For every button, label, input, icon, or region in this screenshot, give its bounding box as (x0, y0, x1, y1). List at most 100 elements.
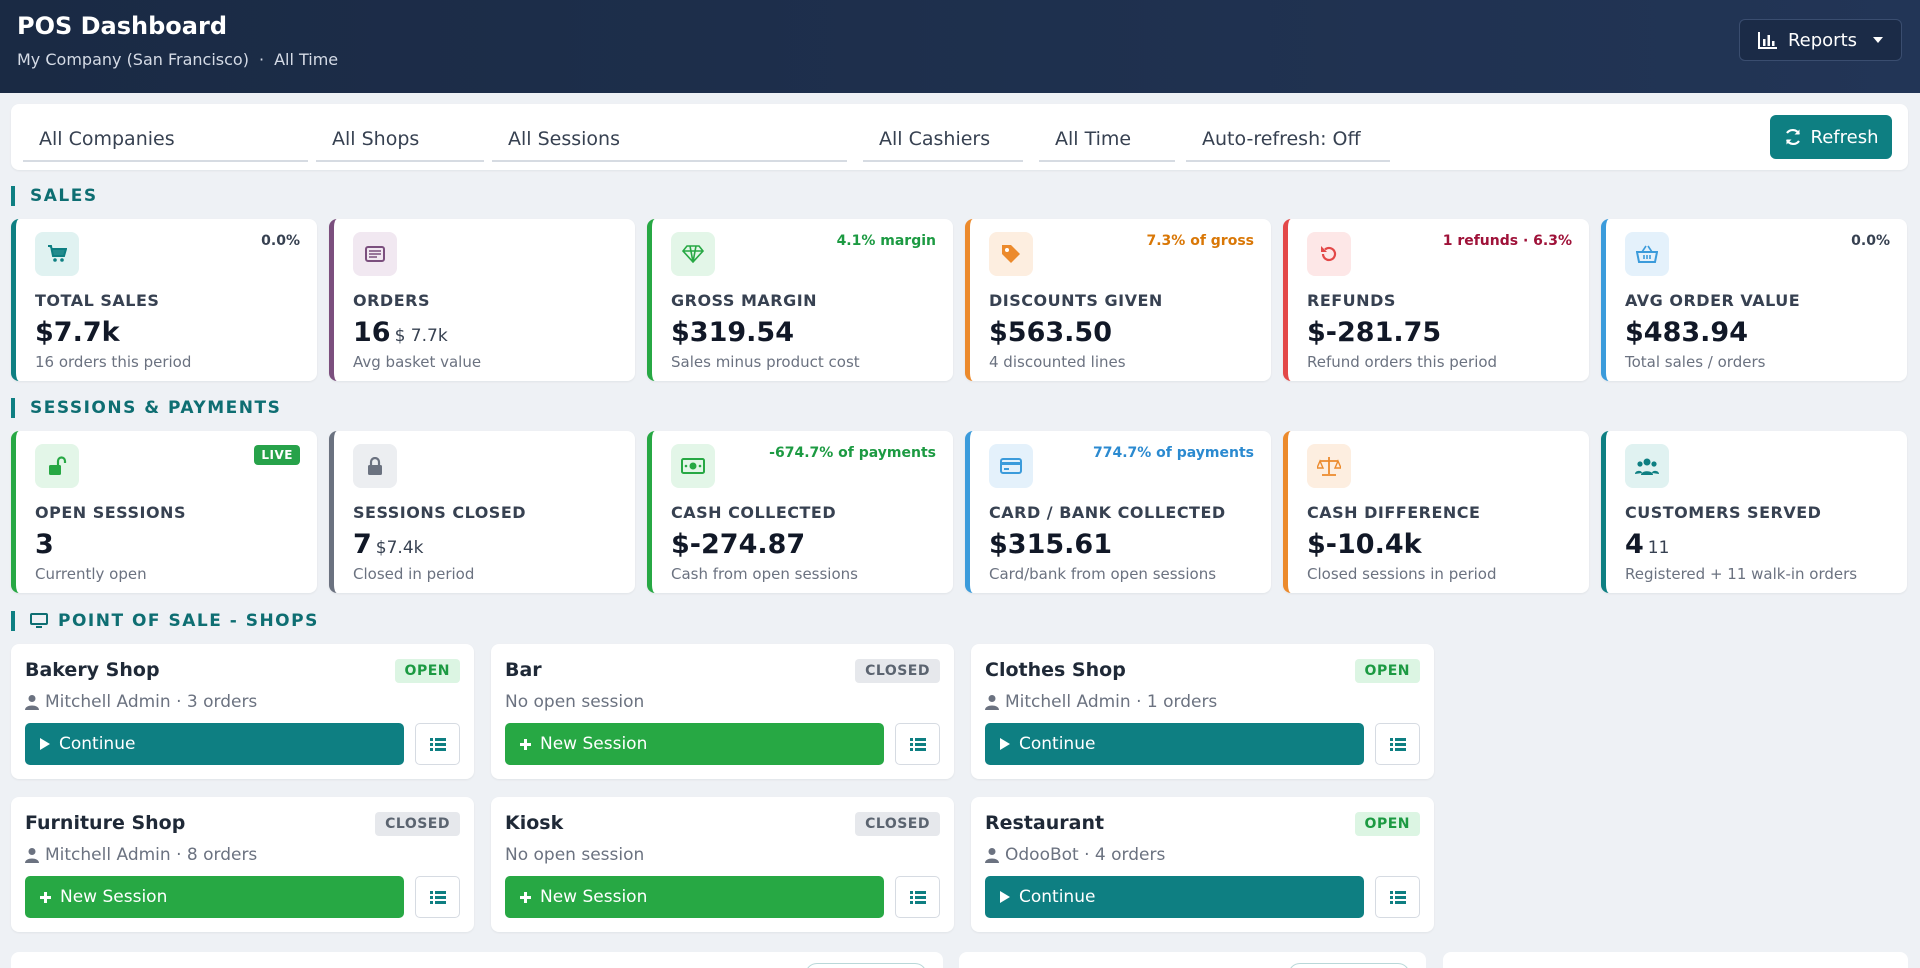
plus-icon (40, 891, 51, 903)
shop-info-text: No open session (505, 692, 645, 712)
kpi-label: CASH DIFFERENCE (1307, 503, 1481, 522)
kpi-label: CARD / BANK COLLECTED (989, 503, 1226, 522)
continue-session-button[interactable]: Continue (985, 876, 1365, 918)
kpi-description: Cash from open sessions (671, 565, 858, 583)
shop-action-label: New Session (60, 887, 168, 907)
shop-status-badge: CLOSED (855, 812, 940, 836)
kpi-value-sub: $7.4k (375, 538, 424, 558)
bottom-card-pill (1288, 963, 1410, 968)
kpi-badge: 774.7% of payments (1092, 445, 1254, 461)
tag-icon (989, 232, 1033, 276)
scale-icon (1307, 444, 1351, 488)
kpi-label: CUSTOMERS SERVED (1625, 503, 1822, 522)
cash-icon (671, 444, 715, 488)
kpi-value: $-281.75 (1307, 317, 1573, 348)
kpi-value: $563.50 (989, 317, 1255, 348)
user-icon (25, 695, 39, 710)
caret-down-icon (1873, 37, 1883, 43)
reports-dropdown-button[interactable]: Reports (1738, 19, 1902, 61)
shop-info-text: Mitchell Admin · 3 orders (45, 692, 258, 712)
sessions-title-text: SESSIONS & PAYMENTS (30, 398, 282, 418)
shop-actions: Continue (985, 723, 1420, 765)
kpi-description: Card/bank from open sessions (989, 565, 1217, 583)
kpi-card: ORDERS 16 $ 7.7k Avg basket value (329, 219, 635, 381)
bottom-card (959, 952, 1426, 968)
shop-orders-list-button[interactable] (415, 723, 460, 765)
kpi-value: 3 (35, 529, 301, 560)
sales-section-title: SALES (11, 186, 98, 206)
shop-orders-list-button[interactable] (1375, 876, 1420, 918)
kpi-card: 0.0% AVG ORDER VALUE $483.94 Total sales… (1601, 219, 1907, 381)
shop-card: Bakery Shop OPEN Mitchell Admin · 3 orde… (11, 644, 474, 779)
kpi-value-main: $7.7k (35, 317, 120, 348)
new-session-button[interactable]: New Session (505, 723, 885, 765)
shop-action-label: Continue (1019, 887, 1096, 907)
user-icon (985, 848, 999, 863)
refresh-button[interactable]: Refresh (1770, 115, 1892, 159)
cashier-filter[interactable]: All Cashiers (863, 118, 1023, 162)
kpi-value-main: $319.54 (671, 317, 794, 348)
shop-session-info: No open session (505, 845, 940, 865)
kpi-label: TOTAL SALES (35, 291, 160, 310)
shop-orders-list-button[interactable] (895, 723, 940, 765)
shop-card: Restaurant OPEN OdooBot · 4 orders Conti… (971, 797, 1434, 932)
shop-card: Furniture Shop CLOSED Mitchell Admin · 8… (11, 797, 474, 932)
shop-orders-list-button[interactable] (415, 876, 460, 918)
kpi-value-sub: $ 7.7k (394, 326, 448, 346)
list-icon (429, 890, 446, 904)
time-filter[interactable]: All Time (1039, 118, 1175, 162)
kpi-badge: 0.0% (1851, 233, 1890, 249)
credit-card-icon (989, 444, 1033, 488)
continue-session-button[interactable]: Continue (985, 723, 1365, 765)
new-session-button[interactable]: New Session (505, 876, 885, 918)
shop-card: Bar CLOSED No open session New Session (491, 644, 954, 779)
shop-orders-list-button[interactable] (895, 876, 940, 918)
kpi-value: $-274.87 (671, 529, 937, 560)
session-filter[interactable]: All Sessions (492, 118, 847, 162)
kpi-description: Sales minus product cost (671, 353, 860, 371)
kpi-badge: 0.0% (261, 233, 300, 249)
continue-session-button[interactable]: Continue (25, 723, 405, 765)
kpi-value: $319.54 (671, 317, 937, 348)
company-filter[interactable]: All Companies (23, 118, 308, 162)
period-label: All Time (274, 50, 339, 69)
basket-icon (1625, 232, 1669, 276)
kpi-value-main: $-10.4k (1307, 529, 1422, 560)
shop-info-text: Mitchell Admin · 8 orders (45, 845, 258, 865)
kpi-label: OPEN SESSIONS (35, 503, 186, 522)
kpi-card: 1 refunds · 6.3% REFUNDS $-281.75 Refund… (1283, 219, 1589, 381)
new-session-button[interactable]: New Session (25, 876, 405, 918)
shop-action-label: Continue (59, 734, 136, 754)
shop-actions: New Session (505, 876, 940, 918)
shop-status-badge: OPEN (1354, 659, 1420, 683)
users-icon (1625, 444, 1669, 488)
kpi-description: Refund orders this period (1307, 353, 1498, 371)
list-icon (429, 737, 446, 751)
shop-session-info: No open session (505, 692, 940, 712)
company-name: My Company (San Francisco) (17, 50, 249, 69)
kpi-badge: 1 refunds · 6.3% (1442, 233, 1572, 249)
shop-actions: Continue (25, 723, 460, 765)
list-icon (909, 737, 926, 751)
shop-filter[interactable]: All Shops (316, 118, 484, 162)
kpi-value-main: 3 (35, 529, 54, 560)
user-icon (25, 848, 39, 863)
kpi-description: Closed sessions in period (1307, 565, 1497, 583)
monitor-icon (30, 613, 48, 628)
kpi-value-main: 4 (1625, 529, 1644, 560)
shop-session-info: Mitchell Admin · 8 orders (25, 845, 460, 865)
kpi-badge: 7.3% of gross (1146, 233, 1255, 249)
autorefresh-filter[interactable]: Auto-refresh: Off (1186, 118, 1390, 162)
shop-name: Clothes Shop (985, 659, 1126, 681)
shop-info-text: OdooBot · 4 orders (1005, 845, 1166, 865)
bottom-card (1443, 952, 1908, 968)
shop-orders-list-button[interactable] (1375, 723, 1420, 765)
kpi-value: 16 $ 7.7k (353, 317, 619, 348)
cart-icon (35, 232, 79, 276)
shop-status-badge: CLOSED (375, 812, 460, 836)
shop-session-info: Mitchell Admin · 1 orders (985, 692, 1420, 712)
shops-title-text: POINT OF SALE - SHOPS (58, 611, 319, 631)
bar-chart-icon (1757, 32, 1777, 49)
shop-session-info: OdooBot · 4 orders (985, 845, 1420, 865)
kpi-card: 4.1% margin GROSS MARGIN $319.54 Sales m… (647, 219, 953, 381)
